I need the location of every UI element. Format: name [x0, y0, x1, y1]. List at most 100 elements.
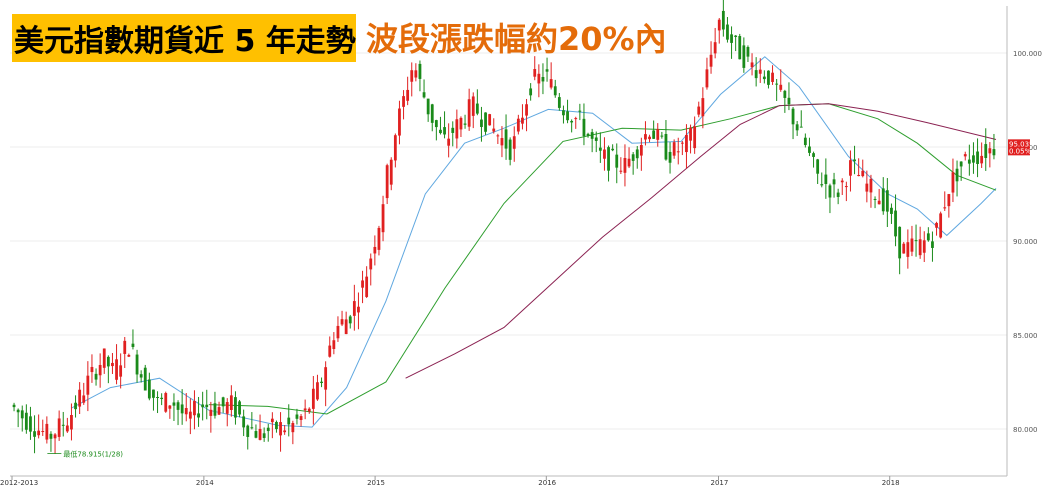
candle-body [147, 379, 151, 399]
low-annotation-label: 最低78.915(1/28) [63, 449, 123, 458]
candle-body [697, 106, 701, 115]
candle-body [65, 425, 69, 432]
candle-body [447, 138, 451, 146]
candle-body [86, 375, 90, 395]
candle-body [537, 73, 541, 84]
candle-body [160, 397, 164, 400]
candle-body [672, 142, 676, 156]
candle-body [984, 144, 988, 159]
candlesticks [12, 0, 996, 454]
last-price-label: 95.035 [1009, 140, 1034, 148]
candle-body [959, 161, 963, 167]
candle-body [742, 45, 746, 68]
candle-body [90, 366, 94, 373]
candle-body [836, 192, 840, 197]
candle-body [631, 154, 635, 161]
candle-body [176, 402, 180, 410]
grid [10, 52, 1007, 430]
candle-body [291, 422, 295, 433]
candle-body [582, 118, 586, 137]
candle-body [115, 359, 118, 380]
candle-body [914, 240, 918, 242]
candle-body [316, 382, 319, 400]
candle-body [857, 174, 861, 177]
candle-body [574, 118, 578, 120]
candle-body [381, 204, 385, 233]
moving-averages [70, 56, 997, 428]
candle-body [275, 421, 278, 430]
candle-body [344, 319, 348, 335]
candle-body [377, 227, 381, 250]
candle-body [74, 402, 77, 410]
candle-body [615, 154, 619, 168]
x-tick-label: 2017 [711, 479, 729, 485]
candle-body [762, 76, 766, 80]
candle-body [730, 34, 733, 43]
candle-body [562, 110, 565, 116]
x-tick-label: 2018 [882, 479, 900, 485]
candle-body [545, 69, 549, 72]
candle-body [652, 130, 656, 139]
candle-body [279, 422, 282, 436]
candle-body [303, 408, 307, 411]
candle-body [287, 417, 291, 425]
candle-body [29, 416, 32, 432]
candle-body [709, 54, 713, 67]
candle-body [738, 36, 742, 60]
candle-body [656, 129, 660, 140]
moving-average-line [208, 103, 997, 415]
candle-body [644, 134, 647, 140]
candle-body [890, 207, 893, 214]
candle-body [455, 119, 459, 139]
candle-body [213, 403, 217, 416]
candle-body [754, 70, 758, 79]
candle-body [832, 179, 836, 185]
candle-body [594, 137, 598, 141]
candle-body [779, 84, 783, 90]
candle-body [385, 165, 389, 199]
candle-body [426, 98, 430, 115]
candle-body [365, 276, 369, 297]
candle-body [217, 407, 221, 415]
candle-body [590, 132, 594, 139]
candle-body [33, 431, 36, 437]
candle-body [873, 198, 877, 200]
candle-body [820, 184, 824, 186]
candle-body [717, 19, 721, 31]
candle-body [352, 301, 356, 316]
candle-body [459, 117, 463, 130]
candle-body [168, 405, 172, 409]
candle-body [135, 354, 139, 375]
candle-body [332, 340, 336, 350]
candle-body [348, 316, 352, 324]
candle-body [689, 127, 692, 141]
y-tick-label: 80.000 [1013, 426, 1038, 434]
candle-body [12, 404, 16, 408]
candle-body [955, 168, 959, 182]
candle-body [758, 69, 762, 74]
candle-body [685, 134, 688, 153]
candle-body [270, 418, 274, 423]
candle-body [947, 194, 951, 207]
candle-body [627, 158, 631, 167]
candle-body [967, 159, 971, 164]
candle-body [885, 190, 889, 212]
candle-body [508, 139, 512, 160]
candle-body [463, 123, 467, 125]
candle-body [127, 354, 131, 357]
candle-body [398, 108, 401, 136]
candle-body [82, 395, 86, 403]
candle-body [422, 92, 426, 98]
candle-body [816, 159, 820, 174]
candle-body [803, 137, 807, 146]
candle-body [972, 155, 975, 163]
candle-body [844, 186, 848, 188]
candle-body [340, 319, 344, 325]
candle-body [61, 424, 65, 426]
candle-body [918, 239, 922, 256]
candle-body [451, 127, 455, 133]
candle-body [660, 135, 664, 137]
candle-body [726, 24, 729, 40]
candle-body [898, 226, 902, 259]
